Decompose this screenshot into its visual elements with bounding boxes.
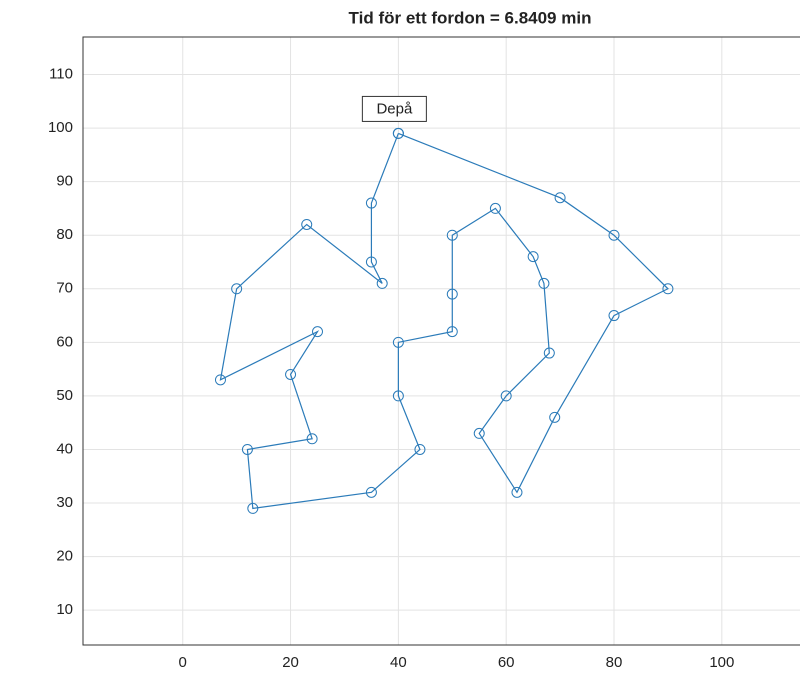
annotation-box — [361, 95, 427, 122]
route-point — [500, 390, 512, 402]
route-point — [446, 326, 458, 338]
route-point — [247, 502, 259, 514]
y-tick-label: 110 — [49, 65, 73, 82]
route-line — [219, 132, 669, 510]
route-point — [543, 347, 555, 359]
route-point — [608, 229, 620, 241]
y-tick-label: 30 — [56, 494, 73, 511]
route-point — [365, 256, 377, 268]
x-tick-label: 80 — [606, 654, 623, 671]
route-point — [489, 202, 501, 214]
y-tick-label: 50 — [56, 387, 73, 404]
x-tick-label: 20 — [282, 654, 299, 671]
route-point — [301, 218, 313, 230]
route-point — [662, 283, 674, 295]
route-point — [214, 374, 226, 386]
x-tick-label: 100 — [709, 654, 734, 671]
route-point — [446, 288, 458, 300]
route-point — [608, 310, 620, 322]
route-point — [473, 427, 485, 439]
route-point — [392, 336, 404, 348]
route-point — [392, 390, 404, 402]
route-point — [527, 251, 539, 263]
y-tick-label: 90 — [56, 173, 73, 190]
route-point — [365, 197, 377, 209]
route-point — [414, 443, 426, 455]
route-point — [285, 368, 297, 380]
x-tick-label: 60 — [498, 654, 515, 671]
chart-title: Tid för ett fordon = 6.8409 min — [349, 8, 592, 27]
route-point — [231, 283, 243, 295]
x-tick-label: 40 — [390, 654, 407, 671]
route-point — [312, 326, 324, 338]
route-point — [241, 443, 253, 455]
y-tick-label: 60 — [56, 333, 73, 350]
route-point — [365, 486, 377, 498]
route-point — [511, 486, 523, 498]
route-point — [554, 192, 566, 204]
route-point — [446, 229, 458, 241]
y-tick-label: 100 — [48, 119, 73, 136]
y-tick-label: 10 — [56, 601, 73, 618]
route-point — [376, 277, 388, 289]
y-tick-label: 80 — [56, 226, 73, 243]
route-point — [306, 433, 318, 445]
annotation: Depå — [376, 100, 413, 117]
y-tick-label: 40 — [56, 440, 73, 457]
x-tick-label: 0 — [179, 654, 187, 671]
route-point — [549, 411, 561, 423]
y-tick-label: 20 — [56, 548, 73, 565]
axes-box — [82, 36, 800, 646]
route-point — [392, 127, 404, 139]
y-tick-label: 70 — [56, 280, 73, 297]
route-point — [538, 277, 550, 289]
